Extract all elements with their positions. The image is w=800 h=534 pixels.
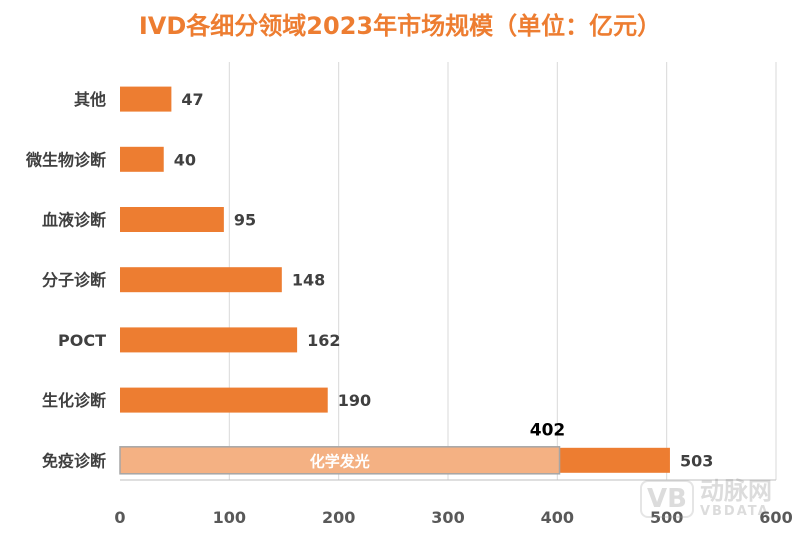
data-label: 47 — [181, 90, 203, 109]
category-label: 分子诊断 — [42, 271, 106, 290]
data-label: 162 — [307, 331, 340, 350]
watermark-logo: VB 动脉网 VBDATA — [640, 478, 772, 519]
category-label: 生化诊断 — [42, 391, 106, 410]
bar — [120, 327, 298, 353]
sub-segment-value: 402 — [530, 420, 566, 440]
bar — [120, 267, 282, 293]
category-label: POCT — [58, 331, 106, 350]
watermark-sub: VBDATA — [699, 504, 770, 519]
x-tick-label: 600 — [759, 508, 792, 527]
data-label: 190 — [338, 391, 371, 410]
x-tick-label: 300 — [431, 508, 464, 527]
x-tick-label: 100 — [213, 508, 246, 527]
bar — [120, 146, 164, 172]
x-tick-label: 0 — [114, 508, 125, 527]
watermark-vb-icon: VB — [640, 479, 694, 518]
chart-title: IVD各细分领域2023年市场规模（单位：亿元） — [138, 12, 662, 40]
x-tick-label: 400 — [541, 508, 574, 527]
data-label: 40 — [174, 150, 196, 169]
watermark-name: 动脉网 — [699, 477, 772, 505]
bar — [120, 387, 328, 413]
sub-segment-bar — [119, 446, 561, 475]
data-label: 503 — [680, 451, 713, 470]
bar — [120, 207, 224, 232]
x-tick-label: 500 — [650, 508, 683, 527]
sub-segment-label: 化学发光 — [310, 452, 370, 470]
category-label: 其他 — [74, 90, 106, 109]
bar — [120, 86, 172, 112]
data-label: 95 — [234, 211, 256, 230]
category-label: 免疫诊断 — [42, 451, 106, 470]
x-tick-label: 200 — [322, 508, 355, 527]
category-label: 血液诊断 — [42, 211, 106, 230]
category-label: 微生物诊断 — [25, 150, 106, 169]
data-label: 148 — [292, 271, 325, 290]
